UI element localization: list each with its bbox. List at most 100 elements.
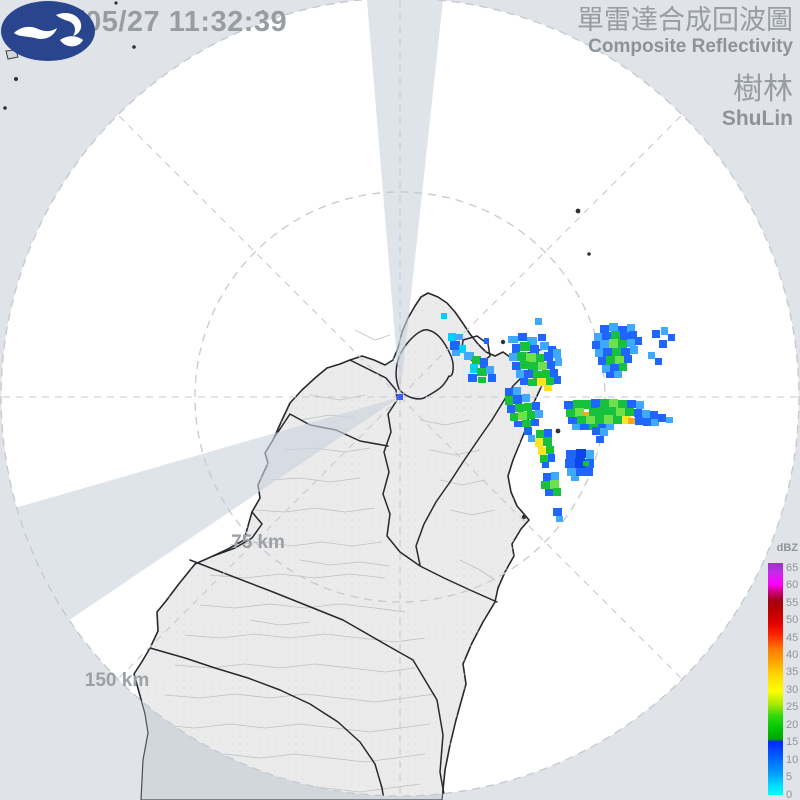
echo-cell	[612, 348, 621, 357]
scale-tick-65: 65	[786, 561, 799, 574]
echo-cell	[555, 358, 562, 366]
scale-unit-label: dBZ	[776, 542, 798, 554]
echo-cell	[607, 407, 616, 416]
land-texture	[139, 293, 560, 796]
echo-cell	[553, 488, 561, 496]
echo-cell	[513, 387, 521, 395]
echo-cell	[478, 377, 486, 383]
echo-cell	[598, 424, 606, 430]
echo-cell	[602, 332, 611, 341]
echo-cell	[604, 415, 613, 424]
scale-tick-5: 5	[786, 771, 793, 784]
echo-cell	[571, 476, 579, 481]
echo-cell	[621, 348, 630, 356]
echo-cell	[618, 326, 627, 334]
product-title-en: Composite Reflectivity	[588, 36, 793, 57]
echo-cell	[651, 419, 659, 426]
ring-label-150km: 150 km	[84, 670, 150, 691]
echo-cell	[547, 361, 555, 369]
echo-cell	[636, 401, 644, 409]
echo-cell	[527, 411, 535, 419]
echo-cell	[635, 417, 643, 425]
echo-cell	[668, 334, 675, 341]
echo-cell	[609, 339, 618, 348]
station-name-en: ShuLin	[721, 107, 793, 130]
echo-cell	[583, 461, 589, 466]
radar-station-marker	[397, 394, 403, 400]
echo-cell	[514, 421, 522, 427]
echo-cell	[602, 365, 610, 373]
echo-cell	[450, 341, 460, 350]
echo-cell	[472, 356, 481, 364]
islets	[500, 208, 591, 520]
echo-cell	[661, 327, 668, 335]
echo-cell	[572, 424, 580, 430]
echo-cell	[619, 363, 627, 371]
echo-cell	[635, 337, 642, 345]
echo-cell	[531, 419, 539, 426]
echo-cell	[540, 455, 548, 463]
echo-cell	[648, 352, 655, 359]
echo-cell	[610, 364, 619, 372]
scale-tick-0: 0	[786, 788, 793, 800]
echo-cell	[535, 318, 542, 325]
echo-cell	[512, 362, 521, 370]
echo-cell	[535, 438, 543, 447]
scale-tick-50: 50	[786, 614, 799, 627]
station-name-zh: 樹林	[733, 73, 793, 106]
echo-cell	[642, 410, 650, 418]
cwb-logo	[1, 1, 95, 61]
echo-cell	[609, 323, 618, 331]
echo-cell	[582, 400, 591, 409]
echo-cell	[596, 436, 604, 443]
echo-cell	[537, 378, 546, 386]
echo-cell	[459, 345, 466, 353]
echo-cell	[538, 362, 547, 370]
scale-tick-60: 60	[786, 579, 799, 592]
echo-cell	[609, 399, 618, 408]
echo-cell	[595, 349, 603, 357]
echo-cell	[620, 332, 629, 340]
echo-cell	[441, 313, 447, 319]
echo-cell	[567, 468, 576, 476]
echo-cell	[524, 427, 532, 435]
echo-cell	[603, 348, 612, 357]
echo-cell	[595, 415, 604, 424]
echo-cell	[546, 446, 554, 454]
echo-cell	[538, 334, 546, 341]
echo-cell	[659, 340, 667, 348]
echo-cell	[540, 342, 549, 350]
scale-tick-55: 55	[786, 596, 799, 609]
echo-cell	[554, 376, 561, 384]
echo-cell	[545, 489, 553, 496]
echo-cell	[592, 427, 600, 435]
echo-cell	[658, 414, 666, 422]
echo-cell	[627, 324, 635, 332]
echo-cell	[520, 378, 528, 385]
echo-cell	[542, 370, 550, 378]
echo-cell	[535, 410, 543, 418]
echo-cell	[553, 508, 562, 516]
echo-cell	[477, 368, 487, 376]
echo-cell	[575, 458, 585, 468]
scale-tick-35: 35	[786, 666, 799, 679]
echo-cell	[544, 352, 553, 361]
echo-cell	[614, 371, 622, 378]
echo-cell	[507, 405, 515, 413]
echo-cell	[615, 356, 624, 364]
echo-cell	[627, 400, 636, 408]
scale-tick-15: 15	[786, 736, 799, 749]
echo-cell	[533, 371, 542, 379]
echo-cell	[529, 362, 538, 371]
scale-tick-30: 30	[786, 683, 799, 696]
echo-cell	[536, 430, 544, 438]
echo-cell	[575, 408, 584, 417]
title-block: 單雷達合成回波圖 Composite Reflectivity 樹林 ShuLi…	[577, 4, 793, 130]
echo-cell	[600, 399, 609, 408]
echo-cell	[548, 454, 555, 462]
echo-cell	[505, 396, 513, 405]
echo-cell	[556, 516, 563, 522]
